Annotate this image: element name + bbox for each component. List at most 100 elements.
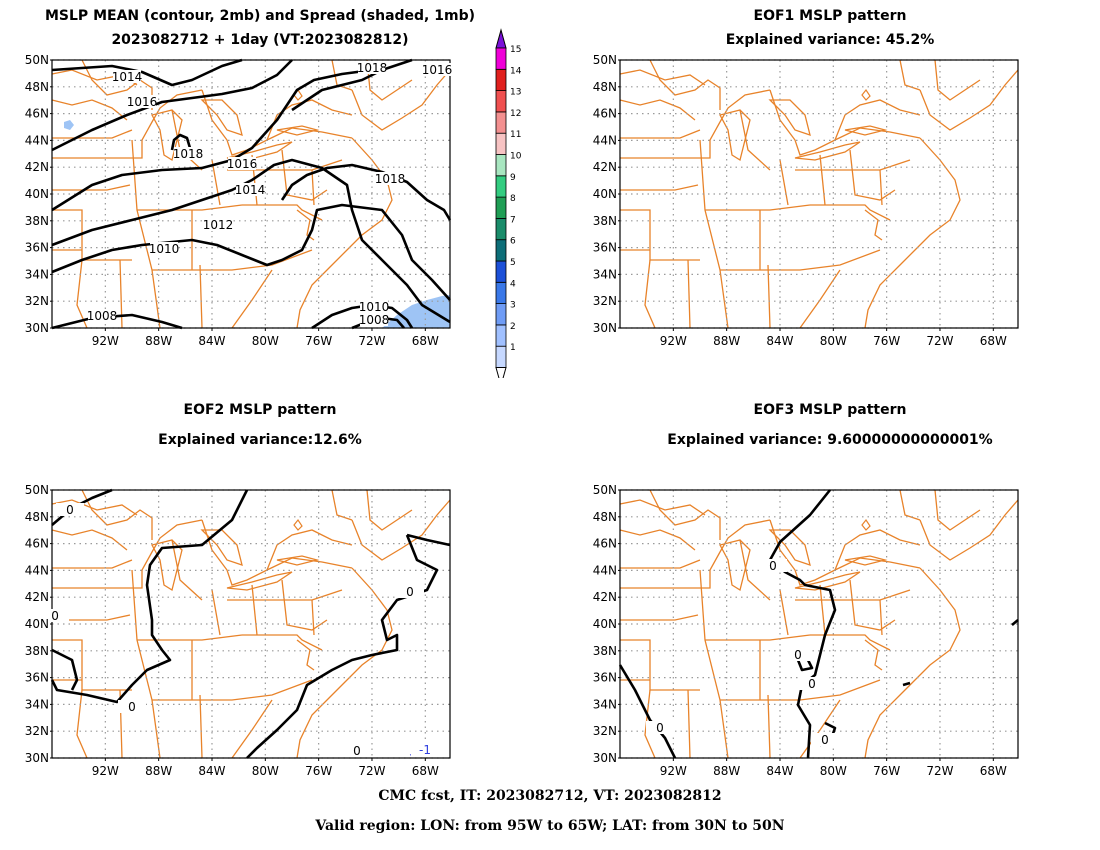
lat-tick-label: 36N <box>25 671 49 685</box>
colorbar-level-label: 10 <box>510 152 522 162</box>
state-boundary <box>899 489 921 521</box>
state-boundary <box>620 559 701 569</box>
lat-tick-label: 34N <box>25 697 49 711</box>
contour-label: 0 <box>808 677 816 691</box>
lon-tick-label: 76W <box>873 764 900 778</box>
state-boundary <box>231 699 273 759</box>
contour-label-bg <box>759 559 787 572</box>
state-boundary <box>242 634 323 651</box>
state-boundary <box>366 59 413 101</box>
contour-label-bg <box>646 721 674 734</box>
lat-tick-label: 40N <box>25 187 49 201</box>
state-boundary <box>819 154 826 206</box>
lat-tick-label: 46N <box>25 107 49 121</box>
lat-tick-label: 32N <box>593 724 617 738</box>
contour-label: 1010 <box>149 242 180 256</box>
lat-tick-label: 32N <box>593 294 617 308</box>
colorbar-level-label: 6 <box>510 237 516 247</box>
lon-tick-label: 72W <box>926 764 953 778</box>
state-boundary <box>351 69 451 131</box>
state-boundary <box>810 204 891 221</box>
panel1-title: MSLP MEAN (contour, 2mb) and Spread (sha… <box>45 8 475 24</box>
lat-tick-label: 42N <box>25 160 49 174</box>
state-boundary <box>620 639 700 691</box>
state-boundary <box>199 694 203 759</box>
lake-michigan <box>151 539 183 592</box>
lon-tick-label: 84W <box>198 764 225 778</box>
lake-ontario <box>844 125 888 136</box>
state-boundary <box>227 589 343 601</box>
contour-label-bg <box>88 309 116 322</box>
contour-label-bg <box>228 157 256 170</box>
state-boundary <box>76 689 88 759</box>
colorbar-swatch <box>495 217 507 241</box>
state-boundary <box>819 584 826 636</box>
state-boundary <box>687 259 691 329</box>
state-boundary <box>52 184 131 191</box>
contour-label-bg <box>411 743 439 756</box>
colorbar-swatch <box>495 111 507 134</box>
state-boundary <box>620 519 771 589</box>
state-boundary <box>649 59 721 110</box>
contour-label: 0 <box>51 609 59 623</box>
state-boundary <box>52 89 203 159</box>
state-boundary <box>52 559 133 569</box>
lon-tick-label: 76W <box>873 334 900 348</box>
lake-superior <box>51 499 138 516</box>
contour-label-bg <box>41 609 69 622</box>
eof-zero-contour <box>902 681 911 687</box>
state-boundary <box>199 264 203 329</box>
contour-label-bg <box>396 585 424 598</box>
chesapeake-bay <box>864 209 883 241</box>
panel2-title: EOF1 MSLP pattern <box>753 8 907 24</box>
state-boundary <box>879 599 883 636</box>
lat-tick-label: 34N <box>25 267 49 281</box>
eof-zero-contour <box>51 648 79 691</box>
state-boundary <box>644 689 656 759</box>
colorbar-swatch <box>495 239 507 262</box>
lake-ontario <box>276 125 320 136</box>
lat-tick-label: 48N <box>593 510 617 524</box>
state-boundary <box>131 569 161 759</box>
lon-tick-label: 80W <box>820 764 847 778</box>
lake-erie <box>794 141 861 161</box>
lat-tick-label: 42N <box>593 160 617 174</box>
lat-tick-label: 44N <box>25 133 49 147</box>
colorbar-level-label: 8 <box>510 194 516 204</box>
lon-tick-label: 80W <box>252 764 279 778</box>
state-boundary <box>687 689 691 759</box>
spread-shading <box>64 120 74 130</box>
footer-forecast-info: CMC fcst, IT: 2023082712, VT: 2023082812 <box>378 788 722 804</box>
isobar-1014 <box>51 68 373 212</box>
lon-tick-label: 92W <box>660 334 687 348</box>
state-boundary <box>231 269 273 329</box>
state-boundary <box>81 59 153 110</box>
contour-label-bg <box>811 733 839 746</box>
contour-label: 0 <box>656 721 664 735</box>
contour-label-bg <box>376 172 404 185</box>
colorbar-level-label: 4 <box>510 279 516 289</box>
lon-tick-label: 84W <box>198 334 225 348</box>
lon-tick-label: 92W <box>92 334 119 348</box>
lat-tick-label: 36N <box>593 671 617 685</box>
contour-label-bg <box>128 95 156 108</box>
chesapeake-bay <box>864 639 883 671</box>
state-boundary <box>620 184 699 191</box>
contour-label: 0 <box>353 744 361 758</box>
lat-tick-label: 36N <box>593 241 617 255</box>
isobar-1012 <box>51 158 451 324</box>
panel3-subtitle: Explained variance:12.6% <box>158 432 362 448</box>
lat-tick-label: 34N <box>593 267 617 281</box>
lat-tick-label: 38N <box>25 644 49 658</box>
contour-label-bg <box>118 700 146 713</box>
state-boundary <box>266 529 353 571</box>
state-boundary <box>620 89 771 159</box>
panel1-subtitle: 2023082712 + 1day (VT:2023082812) <box>111 32 409 48</box>
lake-ontario <box>844 555 888 566</box>
lake-erie <box>226 571 293 591</box>
lake-huron <box>768 99 811 136</box>
lat-tick-label: 46N <box>593 107 617 121</box>
lat-tick-label: 50N <box>25 483 49 497</box>
lon-tick-label: 80W <box>252 334 279 348</box>
